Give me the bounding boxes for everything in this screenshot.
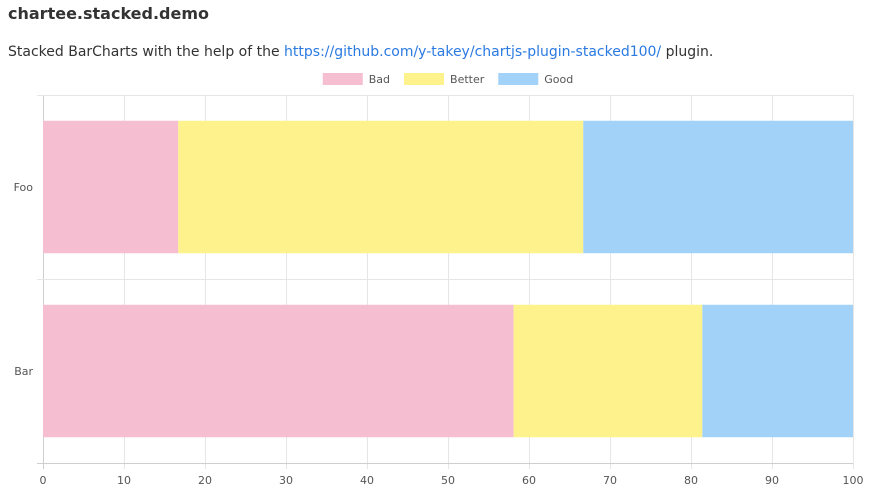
bar-good-foo[interactable] [583, 120, 853, 254]
x-tick-label: 0 [40, 474, 47, 487]
legend-swatch [498, 73, 539, 85]
page-title: chartee.stacked.demo [8, 4, 210, 23]
x-tick-label: 60 [522, 474, 536, 487]
y-axis-labels: Foo Bar [14, 181, 34, 378]
description-prefix: Stacked BarCharts with the help of the [8, 44, 285, 60]
legend-label: Bad [369, 73, 390, 86]
legend-label: Good [544, 73, 573, 86]
x-tick-label: 30 [279, 474, 293, 487]
legend-item-good[interactable]: Good [498, 73, 573, 86]
bar-better-bar[interactable] [513, 304, 703, 438]
legend-label: Better [450, 73, 485, 86]
bar-good-bar[interactable] [702, 304, 853, 438]
bar-better-foo[interactable] [178, 120, 584, 254]
chart-bars [43, 120, 853, 438]
chart-legend[interactable]: Bad Better Good [322, 73, 573, 86]
y-category-label: Foo [14, 181, 34, 194]
y-category-label: Bar [14, 365, 33, 378]
x-tick-label: 40 [360, 474, 374, 487]
legend-swatch [404, 73, 445, 85]
x-tick-label: 100 [843, 474, 864, 487]
x-tick-label: 20 [198, 474, 212, 487]
x-tick-label: 70 [603, 474, 617, 487]
x-tick-label: 80 [684, 474, 698, 487]
x-tick-label: 10 [117, 474, 131, 487]
bar-bad-foo[interactable] [43, 120, 179, 254]
legend-item-better[interactable]: Better [404, 73, 485, 86]
legend-swatch [322, 73, 363, 85]
plugin-link[interactable]: https://github.com/y-takey/chartjs-plugi… [284, 44, 662, 60]
x-axis-labels: 0 10 20 30 40 50 60 70 80 90 100 [40, 474, 864, 487]
page-description: Stacked BarCharts with the help of the h… [8, 44, 713, 60]
description-suffix: plugin. [661, 44, 714, 60]
x-tick-label: 90 [765, 474, 779, 487]
legend-item-bad[interactable]: Bad [322, 73, 390, 86]
x-tick-label: 50 [441, 474, 455, 487]
bar-bad-bar[interactable] [43, 304, 514, 438]
